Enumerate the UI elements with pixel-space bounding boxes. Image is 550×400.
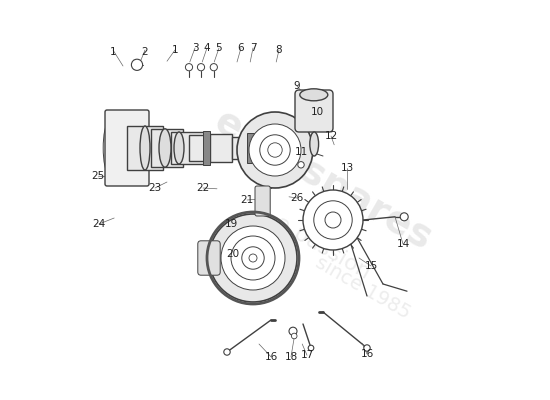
Text: 14: 14 — [397, 239, 410, 249]
Text: 17: 17 — [300, 350, 313, 360]
FancyBboxPatch shape — [198, 241, 220, 275]
Text: 4: 4 — [204, 43, 210, 53]
Text: 6: 6 — [238, 43, 244, 53]
Text: 19: 19 — [224, 219, 238, 229]
Text: 9: 9 — [294, 81, 300, 91]
Text: 24: 24 — [92, 219, 106, 229]
Circle shape — [308, 345, 314, 351]
Circle shape — [325, 212, 341, 228]
Circle shape — [314, 201, 352, 239]
Text: 12: 12 — [324, 131, 338, 141]
Text: 1: 1 — [172, 45, 178, 55]
Text: since 1985: since 1985 — [312, 253, 414, 323]
Text: 7: 7 — [250, 43, 256, 53]
Circle shape — [364, 345, 370, 351]
Text: 21: 21 — [240, 195, 254, 205]
Bar — [127, 126, 163, 170]
Circle shape — [292, 333, 297, 339]
Bar — [210, 134, 232, 162]
Text: a passion: a passion — [272, 213, 374, 283]
FancyBboxPatch shape — [295, 90, 333, 132]
Circle shape — [268, 143, 282, 157]
Ellipse shape — [159, 129, 171, 167]
Circle shape — [289, 327, 297, 335]
Bar — [203, 131, 210, 165]
Circle shape — [209, 214, 297, 302]
Text: 8: 8 — [276, 45, 282, 55]
Text: 22: 22 — [196, 183, 210, 193]
Circle shape — [237, 112, 313, 188]
Circle shape — [210, 64, 217, 71]
Text: 11: 11 — [294, 147, 307, 157]
Circle shape — [249, 124, 301, 176]
Text: 15: 15 — [364, 261, 378, 271]
Circle shape — [303, 190, 363, 250]
Bar — [232, 137, 248, 159]
Circle shape — [197, 64, 205, 71]
Circle shape — [249, 254, 257, 262]
Ellipse shape — [310, 132, 318, 156]
Text: 23: 23 — [148, 183, 162, 193]
Circle shape — [260, 135, 290, 165]
Circle shape — [242, 247, 264, 269]
Ellipse shape — [140, 126, 150, 170]
Bar — [254, 136, 271, 160]
Text: 20: 20 — [227, 249, 240, 259]
Text: 16: 16 — [265, 352, 278, 362]
Circle shape — [224, 349, 230, 355]
Circle shape — [221, 226, 285, 290]
FancyBboxPatch shape — [255, 186, 270, 216]
Text: 25: 25 — [91, 171, 104, 181]
Text: 18: 18 — [284, 352, 298, 362]
Circle shape — [131, 59, 142, 70]
Ellipse shape — [174, 132, 184, 164]
Bar — [151, 129, 183, 167]
Text: 2: 2 — [142, 47, 148, 57]
Bar — [171, 132, 207, 164]
Text: 5: 5 — [216, 43, 222, 53]
Text: 16: 16 — [360, 349, 373, 359]
Circle shape — [185, 64, 192, 71]
Circle shape — [231, 236, 275, 280]
Text: 26: 26 — [290, 193, 304, 203]
Bar — [189, 135, 215, 161]
Text: 13: 13 — [340, 163, 354, 173]
Circle shape — [298, 162, 304, 168]
Text: eurospares: eurospares — [207, 102, 439, 258]
Bar — [247, 133, 254, 163]
Circle shape — [400, 213, 408, 221]
Text: 3: 3 — [192, 43, 199, 53]
Text: 1: 1 — [109, 47, 116, 57]
FancyBboxPatch shape — [105, 110, 149, 186]
Text: 10: 10 — [310, 107, 323, 117]
Ellipse shape — [300, 89, 328, 101]
